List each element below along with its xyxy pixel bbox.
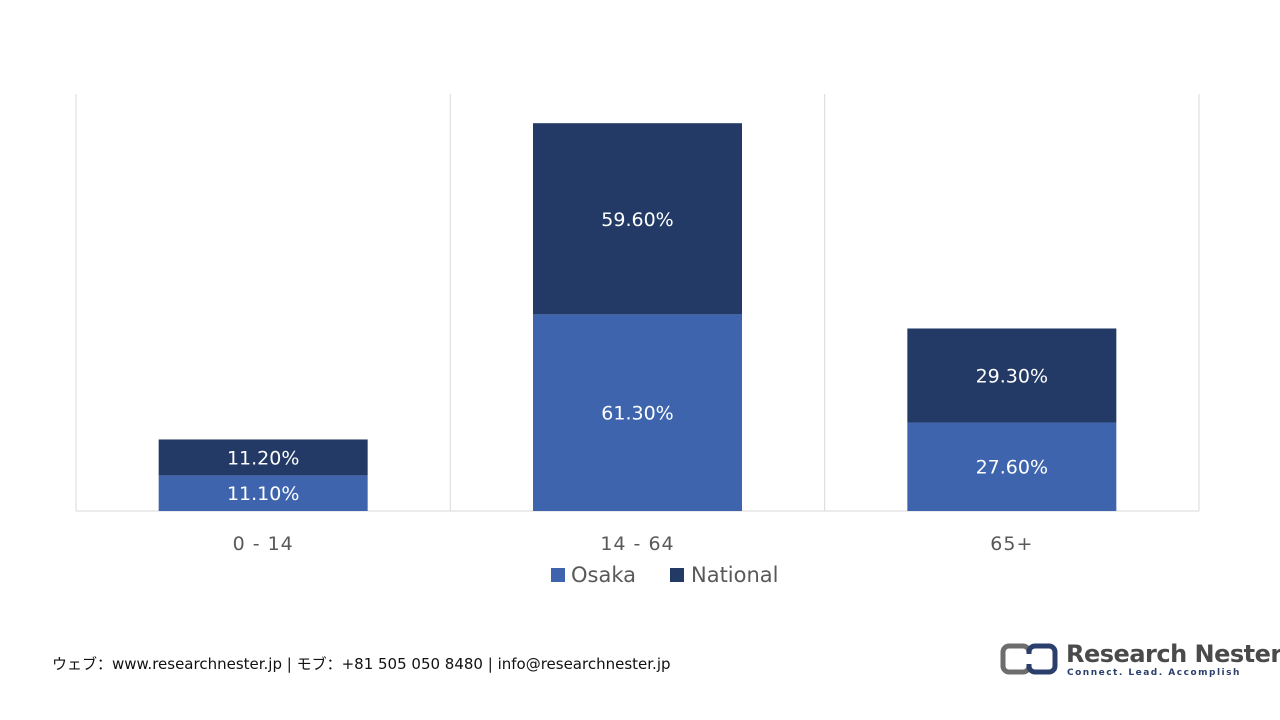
data-label-osaka-2: 27.60% <box>976 457 1048 479</box>
bar-osaka-0[interactable] <box>158 475 368 511</box>
logo-tagline: Connect. Lead. Accomplish <box>1067 668 1241 678</box>
logo-name: Research Nester <box>1066 640 1280 668</box>
footer-contact: ウェブ：www.researchnester.jp | モブ：+81 505 0… <box>52 655 671 673</box>
legend-label-national[interactable]: National <box>691 563 779 587</box>
data-label-osaka-1: 61.30% <box>601 403 673 425</box>
stacked-bar-chart: 11.10% 11.20% 61.30% 59.60% 27.60% 29.30% 0 -… <box>75 94 1200 587</box>
chart-legend[interactable]: Osaka National <box>551 563 779 587</box>
chart-bars <box>158 123 1117 511</box>
data-label-national-2: 29.30% <box>976 365 1048 387</box>
data-label-osaka-0: 11.10% <box>227 483 299 505</box>
research-nester-logo[interactable]: Research Nester Connect. Lead. Accomplis… <box>1000 640 1280 686</box>
x-tick-label: 0 - 14 <box>233 533 294 555</box>
legend-label-osaka[interactable]: Osaka <box>571 563 636 587</box>
bar-national-0[interactable] <box>158 439 368 476</box>
logo-mark-icon <box>1000 643 1058 675</box>
bar-national-1[interactable] <box>533 123 742 315</box>
x-tick-label: 65+ <box>990 533 1033 555</box>
legend-swatch-national <box>670 568 684 582</box>
x-tick-label: 14 - 64 <box>600 533 674 555</box>
legend-swatch-osaka <box>551 568 565 582</box>
bar-osaka-2[interactable] <box>907 422 1117 511</box>
data-label-national-0: 11.20% <box>227 447 299 469</box>
chart-x-ticks: 0 - 14 14 - 64 65+ <box>233 533 1033 555</box>
data-label-national-1: 59.60% <box>601 209 673 231</box>
bar-national-2[interactable] <box>907 328 1117 423</box>
bar-osaka-1[interactable] <box>533 314 742 511</box>
chart-data-labels: 11.10% 11.20% 61.30% 59.60% 27.60% 29.30% <box>227 209 1048 505</box>
